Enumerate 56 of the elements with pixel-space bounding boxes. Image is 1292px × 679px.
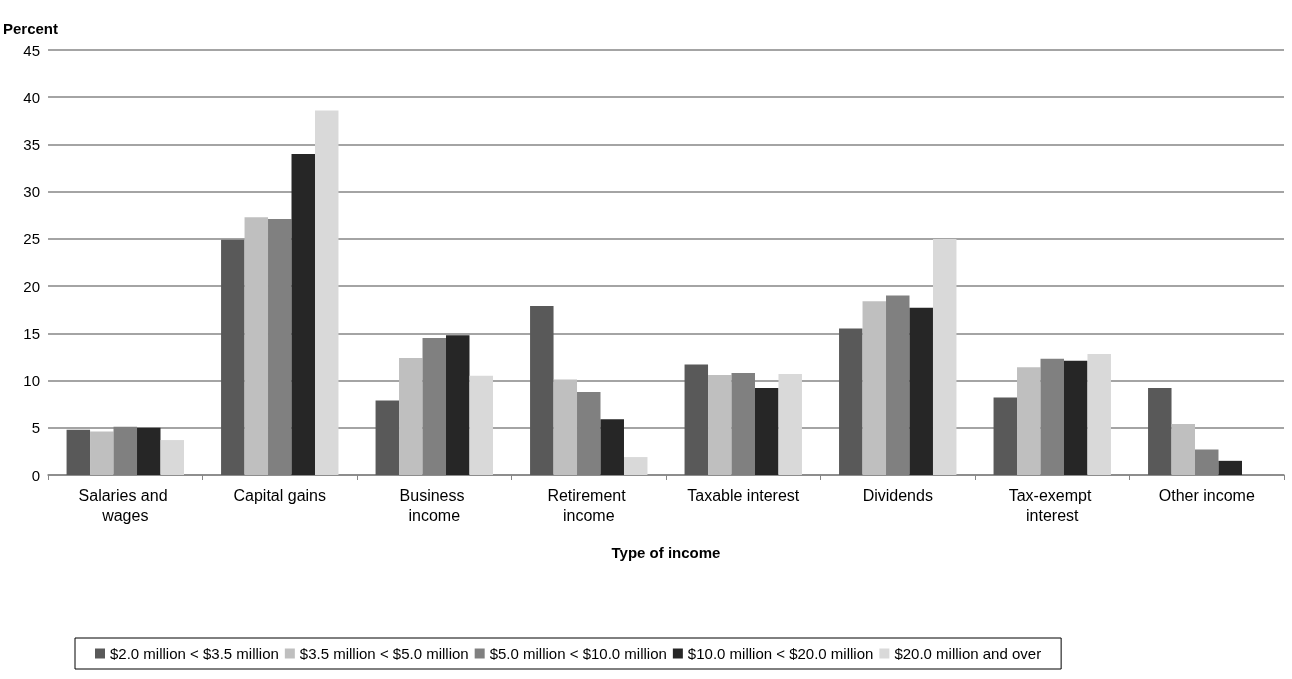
x-tick-label: Retirement income — [547, 486, 631, 524]
y-tick-label: 40 — [23, 88, 41, 106]
bar — [862, 301, 887, 475]
legend-label: $10.0 million < $20.0 million — [687, 645, 874, 662]
y-tick-label: 30 — [23, 183, 41, 201]
y-tick-label: 10 — [23, 372, 41, 390]
x-tick-label: Capital gains — [233, 486, 327, 504]
bar — [1087, 354, 1111, 475]
x-tick-label: Business income — [399, 486, 469, 524]
y-tick-label: 35 — [23, 135, 41, 153]
x-tick-label: Other income — [1158, 486, 1255, 504]
bar — [1017, 367, 1041, 475]
bar — [244, 217, 269, 475]
x-tick-label: Taxable interest — [687, 486, 800, 504]
y-tick-label: 20 — [23, 277, 41, 295]
bar — [755, 388, 779, 475]
bar — [600, 419, 624, 475]
bar — [446, 335, 470, 475]
y-tick-label: 0 — [31, 466, 41, 484]
y-tick-label: 5 — [31, 419, 41, 437]
bar — [839, 328, 863, 475]
bar — [993, 397, 1018, 475]
bar — [291, 153, 315, 475]
bar — [684, 364, 709, 475]
bar — [399, 357, 423, 475]
x-tick-label: Salaries and wages — [78, 486, 172, 524]
bar — [66, 429, 91, 475]
bar — [221, 239, 245, 475]
x-axis-title: Type of income — [611, 544, 721, 561]
bar — [932, 238, 957, 475]
legend-label: $3.5 million < $5.0 million — [299, 645, 469, 662]
bar — [623, 457, 648, 475]
bar — [530, 305, 554, 475]
y-axis-title: Percent — [3, 20, 59, 37]
legend-label: $20.0 million and over — [894, 645, 1042, 662]
x-tick-label: Tax-exempt interest — [1008, 486, 1096, 524]
legend-label: $5.0 million < $10.0 million — [489, 645, 667, 662]
bar — [375, 400, 400, 475]
bar — [315, 110, 339, 475]
bar — [778, 373, 802, 475]
y-tick-label: 45 — [23, 41, 41, 59]
bar — [1064, 360, 1088, 475]
y-tick-label: 15 — [23, 324, 41, 342]
bar — [160, 440, 184, 475]
bar — [1171, 424, 1196, 475]
bar — [469, 375, 493, 475]
bar — [90, 431, 114, 475]
bar — [553, 379, 578, 475]
x-tick-label: Dividends — [862, 486, 933, 504]
bar — [708, 374, 732, 475]
bar — [1148, 388, 1172, 475]
legend-label: $2.0 million < $3.5 million — [110, 645, 279, 662]
bar — [1218, 460, 1242, 475]
bar — [137, 427, 161, 475]
bar — [909, 307, 933, 475]
y-tick-label: 25 — [23, 230, 41, 248]
